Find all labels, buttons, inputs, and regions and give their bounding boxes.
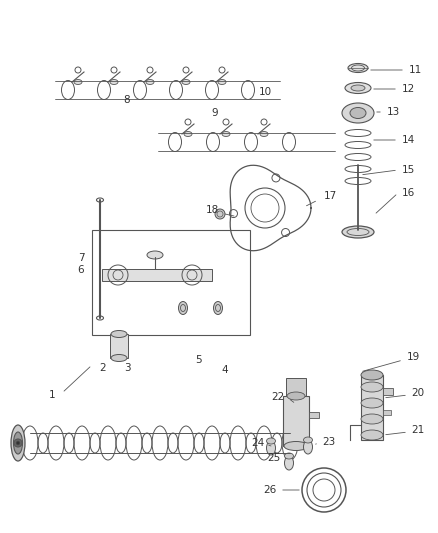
Text: 21: 21 bbox=[411, 425, 424, 435]
Text: 17: 17 bbox=[323, 191, 337, 201]
Bar bbox=[283, 396, 309, 446]
Ellipse shape bbox=[266, 441, 276, 455]
Text: 20: 20 bbox=[411, 388, 424, 398]
Text: 12: 12 bbox=[401, 84, 415, 94]
Bar bbox=[286, 378, 306, 396]
Text: 1: 1 bbox=[49, 390, 55, 400]
Text: 8: 8 bbox=[124, 95, 131, 105]
Ellipse shape bbox=[182, 79, 190, 85]
Ellipse shape bbox=[287, 392, 305, 400]
Ellipse shape bbox=[14, 432, 22, 454]
Ellipse shape bbox=[184, 132, 192, 136]
Bar bbox=[383, 410, 391, 415]
Text: 2: 2 bbox=[100, 363, 106, 373]
Bar bbox=[361, 375, 383, 440]
Circle shape bbox=[215, 209, 225, 219]
Bar bbox=[92, 230, 250, 335]
Ellipse shape bbox=[285, 456, 293, 470]
Circle shape bbox=[14, 439, 22, 447]
Ellipse shape bbox=[361, 414, 383, 424]
Text: 22: 22 bbox=[272, 392, 285, 402]
Ellipse shape bbox=[361, 370, 383, 380]
Ellipse shape bbox=[348, 63, 368, 72]
Text: 19: 19 bbox=[406, 352, 420, 362]
Text: 13: 13 bbox=[386, 107, 399, 117]
Text: 26: 26 bbox=[263, 485, 277, 495]
Ellipse shape bbox=[146, 79, 154, 85]
Ellipse shape bbox=[111, 330, 127, 337]
Text: 18: 18 bbox=[205, 205, 219, 215]
Ellipse shape bbox=[110, 79, 118, 85]
Ellipse shape bbox=[218, 79, 226, 85]
Ellipse shape bbox=[260, 132, 268, 136]
Ellipse shape bbox=[350, 108, 366, 118]
Ellipse shape bbox=[284, 441, 308, 450]
Ellipse shape bbox=[342, 226, 374, 238]
Text: 23: 23 bbox=[322, 437, 336, 447]
Text: 9: 9 bbox=[212, 108, 218, 118]
Text: 3: 3 bbox=[124, 363, 131, 373]
Ellipse shape bbox=[361, 382, 383, 392]
Text: 25: 25 bbox=[267, 453, 281, 463]
Ellipse shape bbox=[147, 251, 163, 259]
Text: 14: 14 bbox=[401, 135, 415, 145]
Text: 7: 7 bbox=[78, 253, 84, 263]
Ellipse shape bbox=[304, 440, 312, 454]
Ellipse shape bbox=[11, 425, 25, 461]
Bar bbox=[102, 269, 212, 281]
Text: 4: 4 bbox=[222, 365, 228, 375]
Circle shape bbox=[16, 441, 20, 445]
Bar bbox=[383, 388, 393, 395]
Ellipse shape bbox=[342, 103, 374, 123]
Bar bbox=[309, 412, 319, 418]
Bar bbox=[110, 334, 128, 358]
Ellipse shape bbox=[74, 79, 82, 85]
Ellipse shape bbox=[345, 83, 371, 93]
Text: 15: 15 bbox=[401, 165, 415, 175]
Ellipse shape bbox=[222, 132, 230, 136]
Text: 10: 10 bbox=[258, 87, 272, 97]
Ellipse shape bbox=[361, 398, 383, 408]
Ellipse shape bbox=[179, 302, 187, 314]
Text: 5: 5 bbox=[194, 355, 201, 365]
Text: 11: 11 bbox=[408, 65, 422, 75]
Ellipse shape bbox=[361, 430, 383, 440]
Ellipse shape bbox=[111, 354, 127, 361]
Ellipse shape bbox=[285, 453, 293, 459]
Text: 6: 6 bbox=[78, 265, 84, 275]
Ellipse shape bbox=[213, 302, 223, 314]
Ellipse shape bbox=[266, 438, 276, 444]
Text: 16: 16 bbox=[401, 188, 415, 198]
Text: 24: 24 bbox=[251, 438, 265, 448]
Ellipse shape bbox=[304, 437, 312, 443]
Ellipse shape bbox=[351, 85, 365, 91]
